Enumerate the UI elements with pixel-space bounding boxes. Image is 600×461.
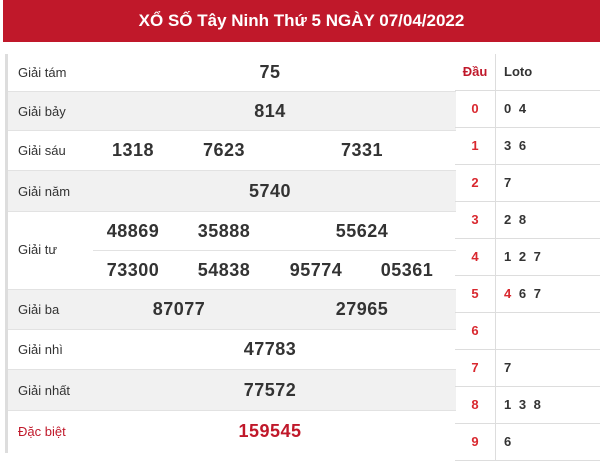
head-digit: 9 [455, 424, 496, 460]
prize-row-g1: Giải nhất 77572 [8, 370, 456, 411]
prize-number: 7623 [202, 140, 246, 160]
prize-number: 35888 [197, 221, 251, 241]
loto-row: 8 1 3 8 [455, 387, 600, 424]
prize-label: Giải tám [18, 65, 67, 80]
loto-column-header: Loto [504, 64, 533, 79]
prize-number: 7331 [340, 140, 384, 160]
loto-digits: 3 6 [504, 138, 529, 153]
prize-row-g3: Giải ba 87077 27965 [8, 290, 456, 330]
head-column-header: Đầu [455, 54, 496, 90]
head-digit: 2 [455, 165, 496, 201]
head-digit: 5 [455, 276, 496, 312]
loto-values: 7 [496, 350, 513, 386]
loto-values: 6 [496, 424, 513, 460]
prize-label: Giải ba [18, 302, 60, 317]
prize-number: 05361 [380, 260, 434, 280]
prize-number: 54838 [197, 260, 251, 280]
prize-number: 77572 [243, 380, 297, 400]
prize-number: 47783 [243, 339, 297, 359]
loto-digits: 7 [504, 360, 514, 375]
loto-digits: 0 4 [504, 101, 529, 116]
prize-number: 73300 [106, 260, 160, 280]
prize-number: 1318 [111, 140, 155, 160]
prize-number: 75 [259, 62, 281, 82]
prize-number: 48869 [106, 221, 160, 241]
prize-row-g7: Giải bảy 814 [8, 92, 456, 131]
head-digit: 4 [455, 239, 496, 275]
prize-label: Giải bảy [18, 104, 66, 119]
loto-values: 7 [496, 165, 513, 201]
loto-highlight: 4 [504, 286, 514, 301]
prize-number: 27965 [335, 299, 389, 319]
loto-digits: 2 8 [504, 212, 529, 227]
prize-row-g6: Giải sáu 1318 7623 7331 [8, 131, 456, 171]
prize-row-g8: Giải tám 75 [8, 54, 456, 92]
prize-number: 87077 [152, 299, 206, 319]
loto-row: 6 [455, 313, 600, 350]
head-digit: 7 [455, 350, 496, 386]
prize-label: Giải nhất [18, 383, 71, 398]
loto-values: 1 2 7 [496, 239, 543, 275]
loto-values: 1 3 8 [496, 387, 543, 423]
head-digit: 8 [455, 387, 496, 423]
head-digit: 1 [455, 128, 496, 164]
loto-digits: 1 3 8 [504, 397, 543, 412]
loto-header: Đầu Loto [455, 54, 600, 91]
prize-label: Đặc biệt [18, 424, 66, 439]
loto-digits: 1 2 7 [504, 249, 543, 264]
special-prize-number: 159545 [238, 421, 302, 441]
loto-values [496, 313, 504, 349]
prize-table: Giải tám 75 Giải bảy 814 Giải sáu 1318 7… [5, 54, 456, 453]
prize-label: Giải sáu [18, 143, 66, 158]
page-title: XỔ SỐ Tây Ninh Thứ 5 NGÀY 07/04/2022 [3, 0, 600, 42]
prize-number: 814 [254, 101, 286, 121]
prize-number: 55624 [335, 221, 389, 241]
loto-values: 0 4 [496, 91, 528, 127]
loto-values: 2 8 [496, 202, 528, 238]
loto-row: 4 1 2 7 [455, 239, 600, 276]
loto-row: 1 3 6 [455, 128, 600, 165]
head-digit: 6 [455, 313, 496, 349]
prize-row-special: Đặc biệt 159545 [8, 411, 456, 453]
prize-label: Giải tư [18, 242, 58, 257]
prize-number: 5740 [248, 181, 292, 201]
loto-values: 4 6 7 [496, 276, 543, 312]
head-digit: 3 [455, 202, 496, 238]
loto-row: 3 2 8 [455, 202, 600, 239]
loto-digits: 6 [504, 434, 514, 449]
prize-row-g2: Giải nhì 47783 [8, 330, 456, 370]
loto-digits: 7 [504, 175, 514, 190]
loto-values: 3 6 [496, 128, 528, 164]
loto-digits: 6 7 [513, 286, 543, 301]
prize-label: Giải nhì [18, 342, 63, 357]
prize-row-g4: Giải tư 48869 35888 55624 73300 54838 95… [8, 212, 456, 290]
head-digit: 0 [455, 91, 496, 127]
loto-row: 0 0 4 [455, 91, 600, 128]
prize-number: 95774 [289, 260, 343, 280]
prize-label: Giải năm [18, 184, 71, 199]
prize-row-g5: Giải năm 5740 [8, 171, 456, 212]
